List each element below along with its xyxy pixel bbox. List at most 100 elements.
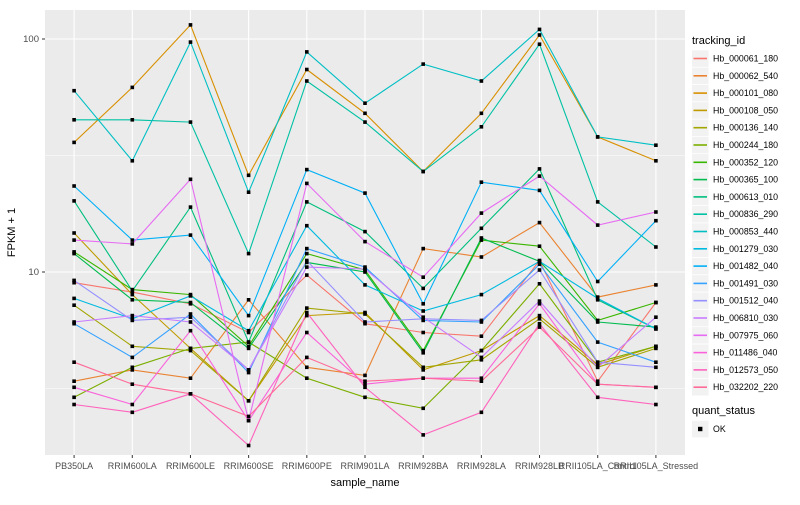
x-tick-label: RRIM928LB xyxy=(515,461,564,471)
data-point xyxy=(363,101,367,105)
data-point xyxy=(654,360,658,364)
data-point xyxy=(363,382,367,386)
data-point xyxy=(537,174,542,178)
legend-label-quant: OK xyxy=(713,424,726,434)
data-point xyxy=(72,251,76,256)
data-point xyxy=(537,317,542,321)
data-point xyxy=(654,283,658,287)
data-point xyxy=(188,348,193,353)
data-point xyxy=(305,258,309,263)
legend-label-Hb_000836_290: Hb_000836_290 xyxy=(713,209,778,219)
data-point xyxy=(654,210,658,214)
data-point xyxy=(421,309,425,313)
ok-point-icon xyxy=(698,426,703,432)
data-point xyxy=(72,296,76,301)
data-point xyxy=(654,300,658,305)
data-point xyxy=(654,143,658,147)
data-point xyxy=(305,67,309,72)
data-point xyxy=(305,50,309,54)
data-point xyxy=(421,330,425,335)
data-point xyxy=(130,292,135,297)
data-point xyxy=(130,382,135,386)
data-point xyxy=(72,278,76,283)
y-tick-label: 10 xyxy=(28,267,39,278)
data-point xyxy=(130,410,135,415)
data-point xyxy=(246,418,251,423)
data-point xyxy=(479,358,484,362)
data-point xyxy=(305,310,309,315)
data-point xyxy=(72,280,76,285)
data-point xyxy=(246,368,251,372)
data-point xyxy=(595,365,600,370)
data-point xyxy=(479,226,484,231)
data-point xyxy=(421,348,425,353)
data-point xyxy=(421,315,425,319)
data-point xyxy=(246,328,251,333)
data-point xyxy=(654,159,658,163)
data-point xyxy=(246,313,251,318)
data-point xyxy=(305,355,309,360)
data-point xyxy=(479,236,484,240)
data-point xyxy=(130,402,135,407)
data-point xyxy=(246,190,251,194)
data-point xyxy=(595,296,600,301)
data-point xyxy=(421,275,425,279)
data-point xyxy=(595,360,600,364)
data-point xyxy=(246,346,251,351)
legend-title-quant: quant_status xyxy=(692,405,755,417)
data-point xyxy=(305,181,309,186)
data-point xyxy=(305,223,309,228)
data-point xyxy=(537,42,542,46)
data-point xyxy=(305,260,309,265)
data-point xyxy=(72,320,76,324)
data-point xyxy=(188,120,193,124)
data-point xyxy=(654,365,658,370)
data-point xyxy=(130,355,135,360)
data-point xyxy=(363,239,367,244)
data-point xyxy=(595,340,600,344)
data-point xyxy=(479,79,484,83)
data-point xyxy=(246,173,251,178)
data-point xyxy=(72,140,76,145)
data-point xyxy=(363,120,367,124)
data-point xyxy=(130,365,135,370)
data-point xyxy=(479,334,484,338)
data-point xyxy=(305,365,309,370)
data-point xyxy=(305,251,309,256)
y-tick-label: 100 xyxy=(23,34,39,45)
data-point xyxy=(595,223,600,227)
legend-label-Hb_000244_180: Hb_000244_180 xyxy=(713,140,778,150)
data-point xyxy=(654,346,658,351)
data-point xyxy=(246,443,251,448)
data-point xyxy=(72,231,76,235)
data-point xyxy=(421,433,425,437)
legend-label-Hb_000613_010: Hb_000613_010 xyxy=(713,192,778,202)
data-point xyxy=(595,362,600,367)
data-point xyxy=(595,135,600,139)
data-point xyxy=(246,414,251,419)
data-point xyxy=(363,379,367,383)
data-point xyxy=(537,325,542,329)
legend-label-Hb_000061_180: Hb_000061_180 xyxy=(713,54,778,64)
data-point xyxy=(654,385,658,390)
data-point xyxy=(246,344,251,349)
data-point xyxy=(654,315,658,319)
data-point xyxy=(305,79,309,83)
data-point xyxy=(421,246,425,251)
data-point xyxy=(537,27,542,32)
data-point xyxy=(188,177,193,182)
data-point xyxy=(188,328,193,333)
data-point xyxy=(479,111,484,116)
data-point xyxy=(188,312,193,316)
x-tick-label: RRIM600LA xyxy=(108,461,157,471)
data-point xyxy=(363,283,367,287)
data-point xyxy=(654,344,658,349)
data-point xyxy=(188,392,193,396)
data-point xyxy=(421,406,425,411)
data-point xyxy=(654,245,658,249)
data-point xyxy=(130,318,135,323)
data-point xyxy=(305,330,309,335)
legend-label-Hb_011486_040: Hb_011486_040 xyxy=(713,348,778,358)
